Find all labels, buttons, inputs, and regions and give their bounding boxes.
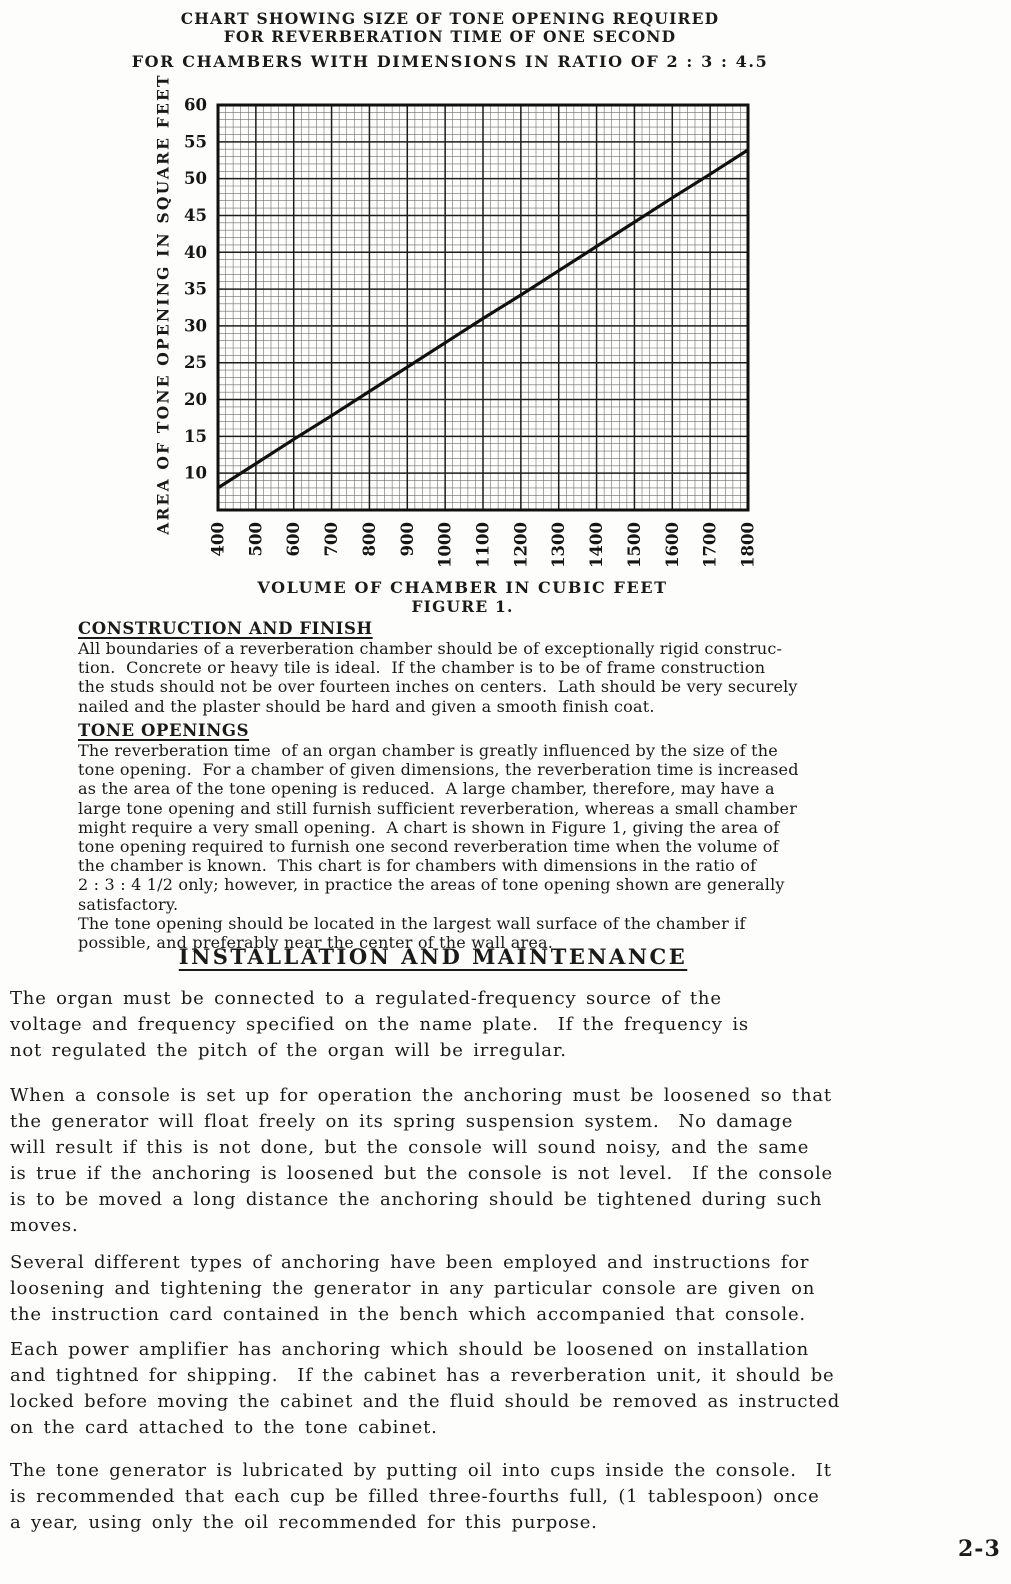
x-tick-label: 700 <box>322 522 341 556</box>
y-tick-label: 10 <box>184 464 207 483</box>
y-tick-label: 55 <box>184 132 207 151</box>
section-body-tone-openings: The reverberation time of an organ chamb… <box>78 741 799 914</box>
x-tick-label: 1700 <box>701 522 720 568</box>
chart-title-block: CHART SHOWING SIZE OF TONE OPENING REQUI… <box>0 9 900 72</box>
section-heading-tone-openings: TONE OPENINGS <box>78 721 250 740</box>
section-heading-installation: INSTALLATION AND MAINTENANCE <box>178 944 688 969</box>
page-number: 2-3 <box>958 1536 1001 1562</box>
plot-border <box>216 103 750 512</box>
installation-paragraph-5: The tone generator is lubricated by putt… <box>10 1460 832 1533</box>
installation-paragraph-4: Each power amplifier has anchoring which… <box>10 1339 841 1438</box>
installation-paragraph-1: The organ must be connected to a regulat… <box>10 988 749 1061</box>
section-body-construction: All boundaries of a reverberation chambe… <box>78 639 798 716</box>
x-tick-label: 800 <box>360 522 379 556</box>
figure-caption: FIGURE 1. <box>411 597 514 616</box>
installation-paragraph-3: Several different types of anchoring hav… <box>10 1252 816 1325</box>
y-tick-label: 40 <box>184 243 207 262</box>
y-tick-label: 30 <box>184 316 207 335</box>
x-tick-label: 900 <box>398 522 417 556</box>
grid-major <box>217 104 749 511</box>
chart-svg: 10 15 20 25 30 35 40 45 50 55 60 400 500 600 700 800 900… <box>184 96 758 568</box>
installation-paragraph-2: When a console is set up for operation t… <box>10 1085 833 1236</box>
y-tick-label: 50 <box>184 169 207 188</box>
x-tick-label: 1400 <box>587 522 606 568</box>
section-construction-and-finish: CONSTRUCTION AND FINISH All boundaries o… <box>78 618 950 716</box>
x-tick-label: 1000 <box>436 522 455 568</box>
x-tick-label: 1500 <box>625 522 644 568</box>
chart-title-ratio: FOR CHAMBERS WITH DIMENSIONS IN RATIO OF… <box>131 52 769 71</box>
x-tick-label: 1100 <box>474 522 493 568</box>
section-body-tone-openings-2: The tone opening should be located in th… <box>78 913 746 953</box>
x-tick-label: 1600 <box>663 522 682 568</box>
y-tick-label: 60 <box>184 96 207 115</box>
y-tick-label: 45 <box>184 206 207 225</box>
y-tick-label: 15 <box>184 427 207 446</box>
x-tick-label: 600 <box>284 522 303 556</box>
x-tick-label: 1300 <box>549 522 568 568</box>
x-axis-label: VOLUME OF CHAMBER IN CUBIC FEET <box>257 578 668 597</box>
y-tick-label: 25 <box>184 353 207 372</box>
data-line <box>217 148 749 490</box>
x-tick-label: 1200 <box>511 522 530 568</box>
chart-title-line-2: FOR REVERBERATION TIME OF ONE SECOND <box>223 27 677 46</box>
section-heading-construction: CONSTRUCTION AND FINISH <box>78 619 373 638</box>
y-tick-label: 35 <box>184 280 207 299</box>
y-tick-label: 20 <box>184 390 207 409</box>
section-tone-openings: TONE OPENINGS The reverberation time of … <box>78 720 950 952</box>
chart-title-line-1: CHART SHOWING SIZE OF TONE OPENING REQUI… <box>180 9 720 28</box>
x-tick-label: 400 <box>209 522 228 556</box>
x-tick-label: 1800 <box>739 522 758 568</box>
x-tick-label: 500 <box>246 522 265 556</box>
